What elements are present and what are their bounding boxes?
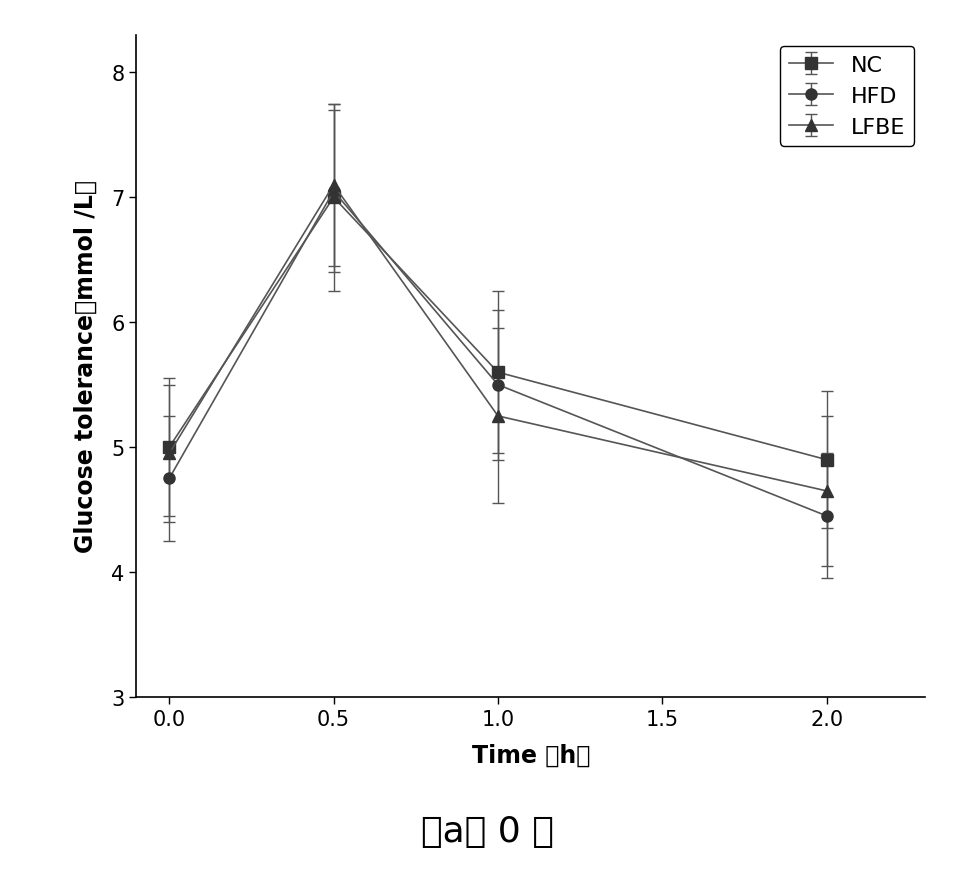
X-axis label: Time （h）: Time （h） bbox=[471, 743, 590, 767]
Legend: NC, HFD, LFBE: NC, HFD, LFBE bbox=[780, 46, 915, 147]
Y-axis label: Glucose tolerance（mmol /L）: Glucose tolerance（mmol /L） bbox=[73, 181, 97, 552]
Text: （a） 0 周: （a） 0 周 bbox=[421, 814, 553, 848]
